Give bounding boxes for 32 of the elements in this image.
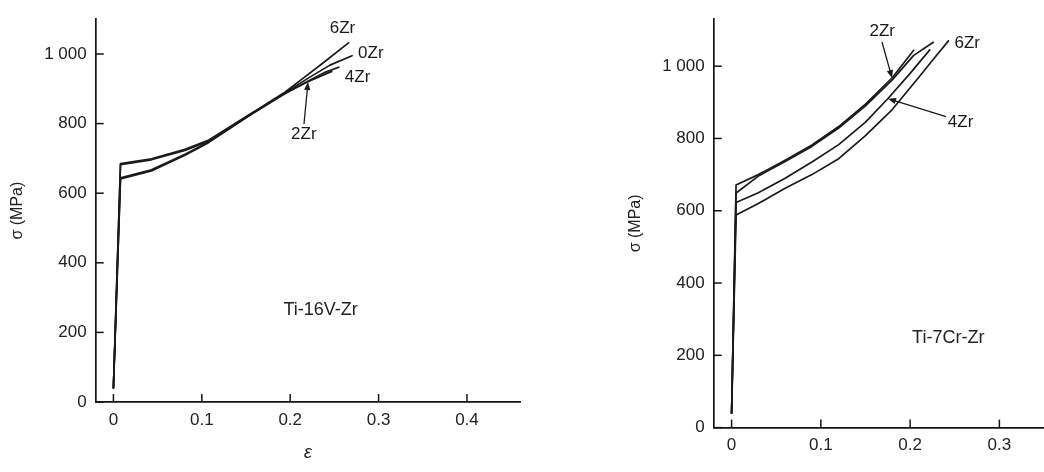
series-label: 2Zr	[869, 21, 896, 41]
y-tick-label: 200	[58, 322, 87, 342]
y-tick-label: 0	[77, 391, 87, 411]
x-tick-label: 0.1	[189, 409, 214, 429]
x-tick-label: 0.3	[987, 435, 1012, 455]
y-tick-label: 800	[58, 113, 87, 133]
y-tick-label: 200	[676, 345, 705, 364]
x-tick-label: 0	[726, 435, 737, 455]
x-tick-label: 0.2	[278, 409, 303, 429]
y-tick-label: 600	[676, 200, 705, 220]
x-tick-label: 0.2	[898, 435, 922, 455]
x-tick-label: 0.4	[455, 409, 479, 429]
text: Ti-16V-Zr	[283, 299, 358, 320]
x-axis-title: ε	[303, 442, 313, 463]
y-tick-label: 600	[58, 182, 87, 202]
y-axis-title: σ (MPa)	[626, 194, 644, 253]
y-tick-label: 400	[676, 272, 705, 292]
series-label: 2Zr	[291, 123, 317, 143]
text: Ti-7Cr-Zr	[912, 326, 985, 347]
x-tick-label: 0.3	[366, 409, 391, 429]
x-tick-label: 0.1	[809, 435, 833, 455]
series-label: 0Zr	[358, 43, 384, 63]
text: 4Zr	[947, 112, 974, 132]
x-tick-label: 0	[108, 409, 119, 429]
y-tick-label: 400	[58, 252, 87, 272]
legend-label: 4Zr	[344, 66, 371, 86]
y-tick-label: 1 000	[44, 43, 87, 63]
series-label: 6Zr	[954, 32, 981, 52]
y-tick-label: 800	[676, 128, 705, 148]
y-axis-title: σ (MPa)	[8, 181, 26, 240]
y-tick-label: 1 000	[662, 55, 705, 75]
series-label: 6Zr	[329, 17, 356, 37]
